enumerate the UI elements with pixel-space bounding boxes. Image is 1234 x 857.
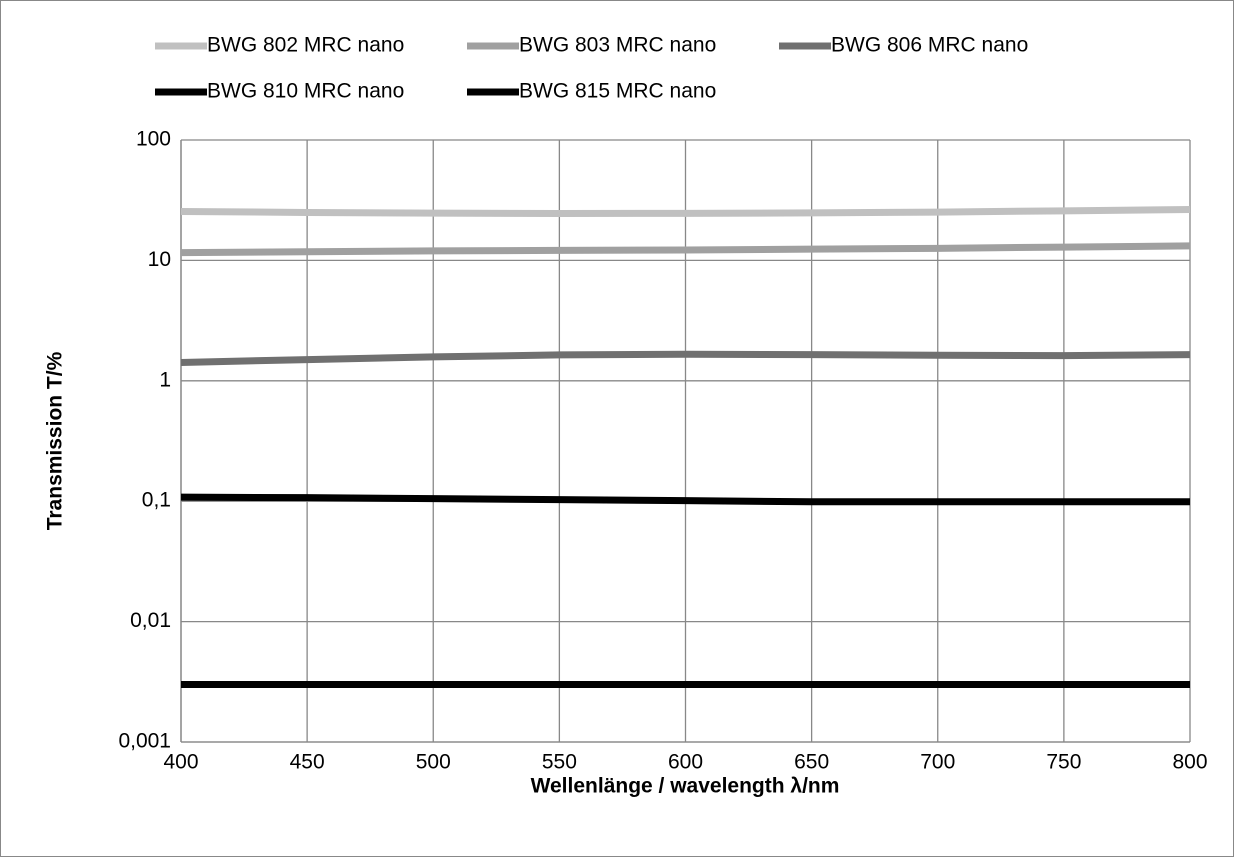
legend-label: BWG 803 MRC nano [519,34,716,57]
y-axis-title: Transmission T/% [44,351,67,530]
series-line [180,242,1191,257]
y-tick-label: 100 [136,128,171,151]
legend-label: BWG 806 MRC nano [831,34,1028,57]
x-tick-label: 500 [416,751,451,774]
legend-label: BWG 815 MRC nano [519,80,716,103]
series-line [180,205,1191,218]
y-tick-label: 0,1 [142,489,171,512]
series-line [180,350,1191,366]
series-line [180,493,1190,506]
x-tick-label: 450 [290,751,325,774]
x-tick-label: 650 [794,751,829,774]
x-tick-label: 600 [668,751,703,774]
y-tick-label: 10 [148,248,171,271]
legend-label: BWG 802 MRC nano [207,34,404,57]
x-tick-label: 750 [1046,751,1081,774]
x-tick-label: 800 [1172,751,1207,774]
y-tick-label: 0,01 [130,609,171,632]
y-tick-label: 0,001 [118,730,171,753]
x-tick-label: 550 [542,751,577,774]
x-tick-label: 700 [920,751,955,774]
x-tick-label: 400 [163,751,198,774]
y-tick-label: 1 [159,368,171,391]
legend-label: BWG 810 MRC nano [207,80,404,103]
x-axis-title: Wellenlänge / wavelength λ/nm [531,775,840,798]
